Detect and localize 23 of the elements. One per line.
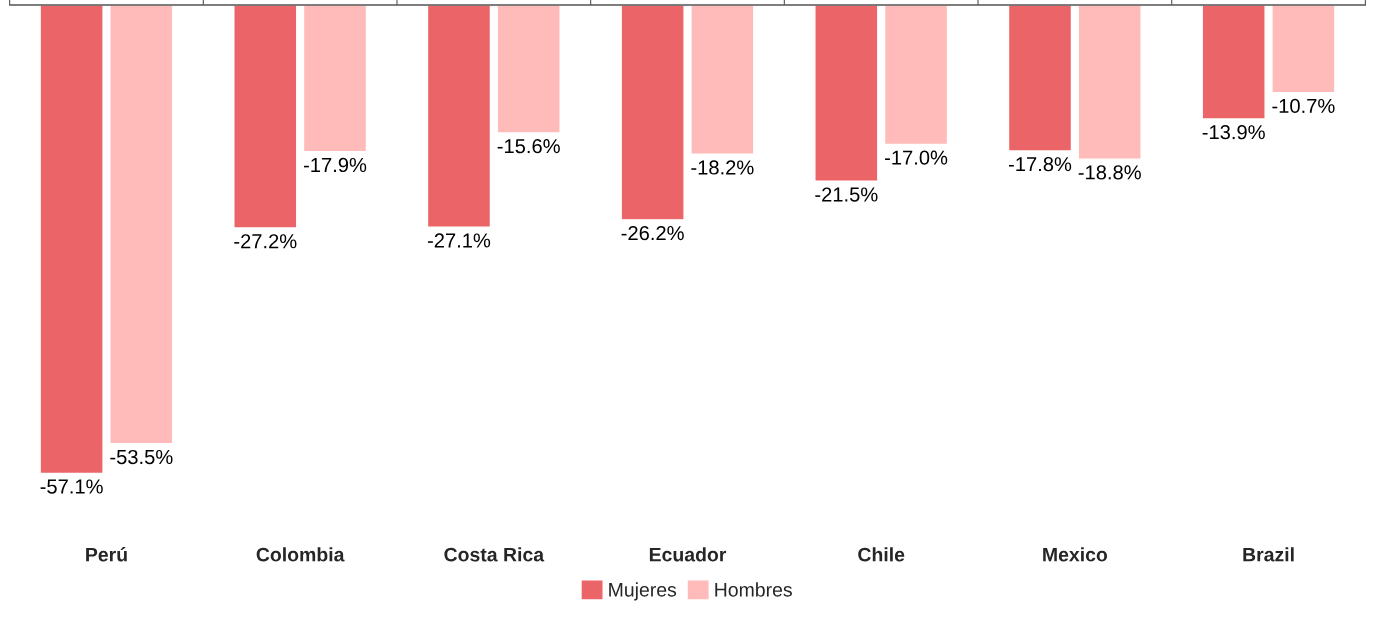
legend-label: Mujeres: [609, 582, 677, 601]
data-label: -17.0%: [885, 150, 948, 165]
data-label: -18.8%: [1078, 165, 1141, 180]
data-label: -15.6%: [497, 138, 560, 154]
x-tick-label: Brazil: [1243, 547, 1294, 562]
data-label: -27.1%: [427, 233, 491, 248]
data-label: -21.5%: [815, 187, 878, 202]
data-label: -10.7%: [1272, 98, 1335, 114]
data-label: -17.9%: [304, 157, 367, 173]
x-tick-label: Chile: [858, 547, 905, 562]
data-label: -17.8%: [1008, 157, 1072, 172]
data-label: -26.2%: [621, 225, 684, 241]
x-tick-label: Ecuador: [649, 547, 727, 562]
x-tick-label: Mexico: [1043, 547, 1108, 562]
data-label: -27.2%: [234, 234, 297, 249]
x-tick-label: Costa Rica: [444, 547, 545, 562]
data-label: -18.2%: [691, 160, 754, 175]
data-label: -57.1%: [40, 479, 103, 494]
data-label: -53.5%: [110, 449, 173, 465]
x-tick-label: Perú: [86, 547, 127, 562]
legend-label: Hombres: [715, 582, 792, 597]
x-tick-label: Colombia: [256, 547, 345, 562]
data-label: -13.9%: [1202, 125, 1265, 140]
